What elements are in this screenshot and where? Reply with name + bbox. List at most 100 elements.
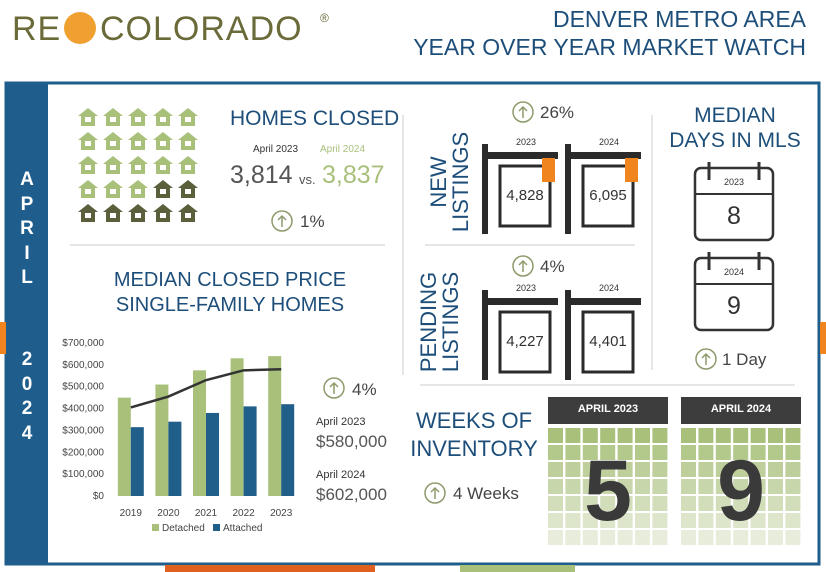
calendar-cell <box>768 479 783 494</box>
title-line: LISTINGS <box>438 271 463 373</box>
calendar-cell <box>768 462 783 477</box>
calendar-cell <box>715 513 731 528</box>
calendar-cell <box>750 496 766 511</box>
change: 1 Day <box>722 350 767 369</box>
calendar-cell <box>582 530 598 545</box>
calendar-cell <box>681 530 696 545</box>
legend-swatch <box>213 524 220 531</box>
calendar-cell <box>681 513 696 528</box>
calendar-cell <box>768 428 783 443</box>
house-window <box>135 189 141 194</box>
x-tick-label: 2019 <box>120 508 143 519</box>
calendar-cell <box>750 428 766 443</box>
calendar-cell <box>681 462 696 477</box>
house-window <box>185 117 191 122</box>
section-title: HOMES CLOSED <box>230 107 400 130</box>
change: 26% <box>540 103 575 122</box>
bar <box>230 358 244 496</box>
sign-board <box>498 310 552 374</box>
header-title: YEAR OVER YEAR MARKET WATCH <box>413 34 806 60</box>
house-window <box>85 189 91 194</box>
house-window <box>160 165 166 170</box>
house-window <box>85 213 91 218</box>
calendar-cell <box>652 530 668 545</box>
calendar-cell <box>617 513 633 528</box>
calendar-cell <box>698 428 714 443</box>
bar <box>243 406 257 496</box>
year: 2024 <box>598 283 620 293</box>
calendar-cell <box>681 445 696 460</box>
logo-mark: ® <box>320 11 329 25</box>
calendar-cell <box>785 530 801 545</box>
calendar-cell <box>635 428 650 443</box>
legend-label: Detached <box>162 523 205 534</box>
calendar-cell <box>652 462 668 477</box>
calendar-cell <box>750 513 766 528</box>
chart-title: SINGLE-FAMILY HOMES <box>115 294 345 316</box>
calendar-cell <box>652 496 668 511</box>
sidebar-month: APRIL <box>20 169 34 288</box>
calendar-cell <box>617 479 633 494</box>
calendar-cell <box>565 513 581 528</box>
calendar-cell <box>768 530 783 545</box>
calendar-cell <box>733 428 749 443</box>
calendar-cell <box>681 479 696 494</box>
house-window <box>85 117 91 122</box>
calendar-cell <box>635 530 650 545</box>
house-window <box>185 165 191 170</box>
calendar-cell <box>600 462 616 477</box>
change-icon <box>512 255 534 277</box>
y-tick-label: $400,000 <box>62 404 104 415</box>
change: 1% <box>300 212 325 231</box>
calendar-cell <box>617 445 633 460</box>
section-title: INVENTORY <box>410 436 538 461</box>
year: 2023 <box>515 283 537 293</box>
y-tick-label: $600,000 <box>62 360 104 371</box>
calendar-cell <box>768 513 783 528</box>
change: 4 Weeks <box>453 484 519 503</box>
change-icon <box>424 482 446 504</box>
calendar-cell <box>652 513 668 528</box>
change-icon <box>271 210 293 232</box>
calendar <box>693 166 775 242</box>
calendar-cell <box>600 445 616 460</box>
value: 4,401 <box>589 333 627 350</box>
x-tick-label: 2021 <box>195 508 218 519</box>
calendar-cell <box>733 445 749 460</box>
calendar-cell <box>652 445 668 460</box>
sign-board <box>581 310 635 374</box>
section-title: WEEKS OF <box>415 408 533 433</box>
calendar-cell <box>565 445 581 460</box>
bar <box>206 412 219 496</box>
calendar-label: APRIL 2023 <box>577 403 639 415</box>
sign-bar <box>565 152 641 159</box>
logo-leaf <box>64 12 96 44</box>
calendar-cell <box>582 428 598 443</box>
sign-bar <box>565 298 641 305</box>
house-window <box>135 165 141 170</box>
calendar-cell <box>698 462 714 477</box>
value: 9 <box>727 292 741 320</box>
calendar-cell <box>733 513 749 528</box>
sidebar <box>6 83 48 564</box>
calendar-cell <box>617 496 633 511</box>
title-line: LISTINGS <box>448 131 473 233</box>
year: 2024 <box>723 267 745 277</box>
calendar-label: APRIL 2024 <box>710 403 772 415</box>
x-tick-label: 2022 <box>232 508 255 519</box>
calendar-cell <box>635 496 650 511</box>
section-title: PENDING LISTINGS <box>416 267 463 377</box>
calendar-cell <box>600 428 616 443</box>
value: 4,227 <box>506 333 544 350</box>
sign-board <box>581 164 635 228</box>
house-window <box>110 141 116 146</box>
accent <box>0 322 6 354</box>
calendar-cell <box>565 428 581 443</box>
label: April 2023 <box>253 144 299 155</box>
calendar-cell <box>600 479 616 494</box>
calendar-cell <box>582 496 598 511</box>
calendar-cell <box>698 530 714 545</box>
house-window <box>160 117 166 122</box>
sign-bar <box>482 152 558 159</box>
sign-tag <box>625 158 638 182</box>
